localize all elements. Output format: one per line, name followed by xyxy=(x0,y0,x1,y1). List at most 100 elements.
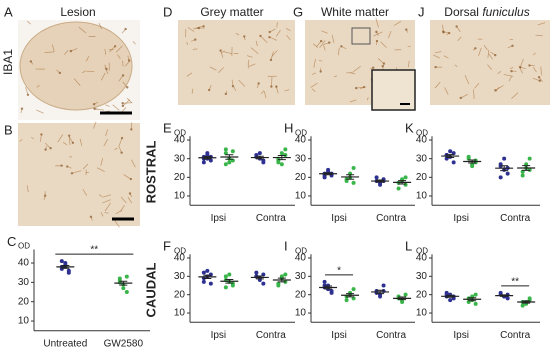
cell-process xyxy=(473,89,475,99)
cell-process xyxy=(387,30,392,39)
cell-process xyxy=(393,21,402,26)
cell-body xyxy=(29,60,33,63)
cell-body xyxy=(224,92,228,96)
cell-body xyxy=(66,165,69,168)
x-tick-label: Untreated xyxy=(43,338,87,349)
data-point xyxy=(520,303,525,308)
x-tick-label: Ipsi xyxy=(211,330,227,341)
panel-letter: K xyxy=(405,121,414,136)
cell-process xyxy=(85,56,90,62)
data-point xyxy=(451,160,456,165)
cell-body xyxy=(511,44,514,48)
cell-process xyxy=(36,109,44,114)
panel-letter: L xyxy=(405,239,412,254)
data-point xyxy=(201,279,206,284)
error-bar xyxy=(346,293,355,298)
y-tick-label: 20 xyxy=(174,172,186,183)
data-point xyxy=(223,147,228,152)
error-bar xyxy=(61,265,70,269)
cell-process xyxy=(487,64,492,70)
cell-body xyxy=(67,134,71,137)
y-tick-label: 20 xyxy=(295,289,307,300)
data-point xyxy=(223,162,228,167)
cell-body xyxy=(268,35,271,39)
row-label: ROSTRAL xyxy=(143,141,158,204)
cell-body xyxy=(105,67,108,71)
cell-body xyxy=(129,177,133,181)
x-tick-label: GW2580 xyxy=(104,338,144,349)
cell-body xyxy=(92,103,96,106)
cell-process xyxy=(218,67,224,74)
cell-process xyxy=(350,71,356,75)
cell-body xyxy=(528,64,531,67)
cell-process xyxy=(120,204,125,212)
row-label: CAUDAL xyxy=(143,263,158,318)
cell-body xyxy=(202,25,205,28)
inset-marker xyxy=(351,27,371,45)
cell-body xyxy=(71,141,75,144)
data-point xyxy=(322,279,327,284)
cell-process xyxy=(263,90,267,99)
y-tick-label: 20 xyxy=(416,172,428,183)
cell-process xyxy=(221,50,225,54)
cell-body xyxy=(120,151,123,154)
cell-process xyxy=(186,41,189,45)
cell-process xyxy=(117,54,121,59)
panel-letter: C xyxy=(7,234,16,249)
data-point xyxy=(124,274,129,279)
data-point xyxy=(59,259,64,264)
cell-process xyxy=(248,63,256,67)
cell-body xyxy=(455,25,458,28)
cell-process xyxy=(120,196,127,204)
cell-process xyxy=(532,52,536,56)
data-point xyxy=(279,162,284,167)
cell-process xyxy=(105,129,108,137)
cell-process xyxy=(100,158,104,166)
data-point xyxy=(124,290,129,295)
y-axis-label: OD xyxy=(295,128,307,137)
cell-process xyxy=(220,50,224,58)
data-point xyxy=(230,149,235,154)
cell-body xyxy=(382,62,386,65)
cell-process xyxy=(102,199,111,204)
data-point xyxy=(254,154,259,159)
cell-process xyxy=(104,211,109,214)
cell-body xyxy=(363,85,366,89)
data-point xyxy=(227,160,232,165)
cell-body xyxy=(510,69,513,73)
x-tick-label: Contra xyxy=(500,213,530,224)
cell-process xyxy=(322,44,326,51)
cell-process xyxy=(115,45,123,53)
error-bar xyxy=(398,296,407,301)
cell-body xyxy=(270,85,273,88)
error-bar xyxy=(324,285,333,290)
cell-body xyxy=(372,66,375,69)
cell-body xyxy=(257,82,260,85)
y-tick-label: 20 xyxy=(416,289,428,300)
cell-process xyxy=(118,75,124,82)
x-tick-label: Ipsi xyxy=(453,213,469,224)
cell-body xyxy=(207,88,211,92)
cell-process xyxy=(310,82,318,88)
error-bar xyxy=(346,174,355,180)
panel-letter: D xyxy=(163,4,172,19)
cell-body xyxy=(375,30,378,34)
cell-body xyxy=(519,66,522,69)
data-point xyxy=(283,272,288,277)
cell-body xyxy=(259,34,262,38)
cell-body xyxy=(120,136,124,140)
cell-process xyxy=(104,48,107,55)
cell-body xyxy=(26,93,30,96)
y-tick-label: 40 xyxy=(174,135,186,146)
x-tick-label: Contra xyxy=(376,330,406,341)
micrograph xyxy=(178,20,295,105)
cell-process xyxy=(97,167,105,172)
error-bar xyxy=(522,165,531,171)
significance-label: * xyxy=(337,265,341,276)
data-point xyxy=(351,166,356,171)
cell-process xyxy=(81,70,87,74)
error-bar xyxy=(446,294,455,298)
data-point xyxy=(505,171,510,176)
data-point xyxy=(502,156,507,161)
cell-body xyxy=(194,38,197,41)
